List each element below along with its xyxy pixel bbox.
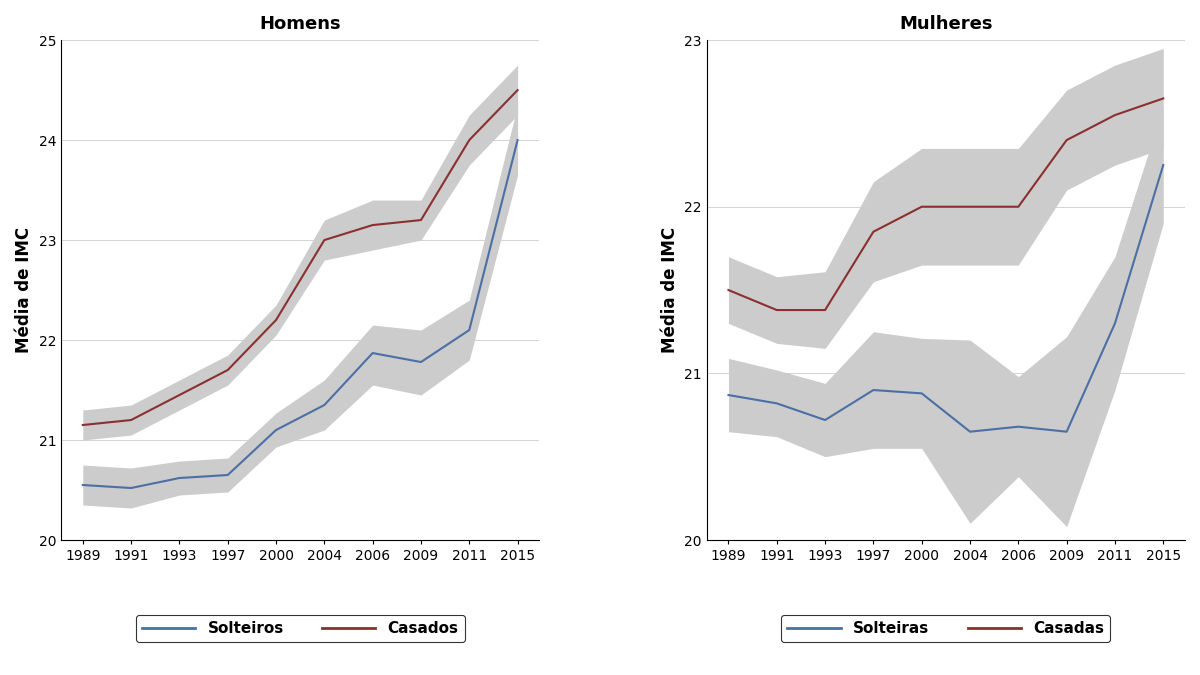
Y-axis label: Média de IMC: Média de IMC: [14, 227, 34, 353]
Legend: Solteiros, Casados: Solteiros, Casados: [136, 615, 464, 643]
Legend: Solteiras, Casadas: Solteiras, Casadas: [781, 615, 1110, 643]
Title: Homens: Homens: [259, 15, 341, 33]
Y-axis label: Média de IMC: Média de IMC: [661, 227, 679, 353]
Title: Mulheres: Mulheres: [899, 15, 992, 33]
